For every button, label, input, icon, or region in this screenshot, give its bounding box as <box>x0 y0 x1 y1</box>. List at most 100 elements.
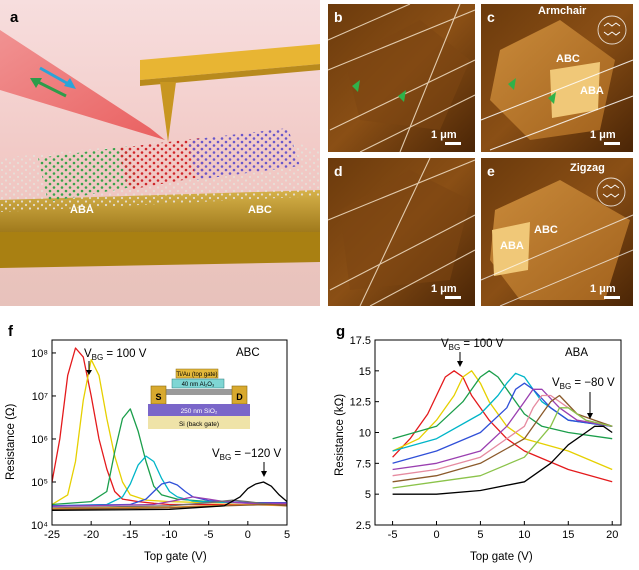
series-line-6 <box>52 496 287 508</box>
x-tick-label: -25 <box>44 529 60 541</box>
y-tick-label: 17.5 <box>350 335 371 347</box>
abc-domain <box>188 128 300 180</box>
zigzag-label: Zigzag <box>570 162 605 174</box>
green-arrow <box>548 92 556 104</box>
abc-label: ABC <box>556 53 580 65</box>
x-tick-label: 0 <box>245 529 251 541</box>
x-tick-label: 5 <box>284 529 290 541</box>
panel-f-series <box>52 347 287 511</box>
y-tick-label: 15 <box>359 366 371 378</box>
domain-wall <box>118 138 206 190</box>
series-line-2 <box>52 358 287 506</box>
series-line-9 <box>392 407 613 489</box>
green-arrow <box>508 78 516 90</box>
aba-label: ABA <box>70 204 94 216</box>
panel-g-label: g <box>336 323 345 340</box>
y-tick-label: 10⁵ <box>31 477 48 489</box>
scale-bar <box>604 296 620 299</box>
y-tick-label: 10⁷ <box>32 391 48 403</box>
panel-d: d 1 μm <box>327 157 476 307</box>
green-arrow <box>352 80 360 92</box>
device-inset: Ti/Au (top gate) 40 nm Al₂O₃ S D 250 nm … <box>148 368 250 429</box>
annotation-vbg-minus120: VBG = −120 V <box>212 448 281 477</box>
svg-text:VBG = 100 V: VBG = 100 V <box>441 338 504 352</box>
aba-label: ABA <box>500 240 524 252</box>
panel-f-title: ABC <box>236 347 260 359</box>
panel-g-xlabel: Top gate (V) <box>470 551 533 563</box>
svg-text:VBG = −80 V: VBG = −80 V <box>552 377 615 391</box>
panel-f-xlabel: Top gate (V) <box>144 551 207 563</box>
panel-c-label: c <box>487 9 495 25</box>
panel-f-axes: -25 -20 -15 -10 -5 0 5 10⁴ 10⁵ 10⁶ 10⁷ 10⁸ <box>31 348 290 541</box>
panel-f-label: f <box>8 323 14 340</box>
series-line-3 <box>392 370 613 440</box>
panel-b-label: b <box>334 9 343 25</box>
panel-d-label: d <box>334 163 343 179</box>
afm-ridges <box>327 3 476 153</box>
scale-bar <box>445 142 461 145</box>
x-tick-label: 0 <box>433 529 439 541</box>
scale-label: 1 μm <box>431 129 457 141</box>
x-tick-label: 20 <box>606 529 618 541</box>
y-tick-label: 10⁴ <box>31 520 48 532</box>
green-arrow <box>398 90 406 102</box>
panel-g-ylabel: Resistance (kΩ) <box>334 394 346 476</box>
substrate-top <box>0 232 320 268</box>
annotation-vbg-minus80: VBG = −80 V <box>552 377 615 419</box>
series-line-9 <box>52 503 287 511</box>
series-line-10 <box>392 425 613 495</box>
panel-c: c Armchair ABC ABA 1 μm <box>480 4 634 152</box>
y-tick-label: 10⁶ <box>31 434 48 446</box>
x-tick-label: -10 <box>162 529 178 541</box>
panel-a: a ABA ABC <box>0 0 320 306</box>
x-tick-label: 15 <box>562 529 574 541</box>
scale-label: 1 μm <box>431 283 457 295</box>
svg-text:Ti/Au (top gate): Ti/Au (top gate) <box>176 372 217 378</box>
panel-g-title: ABA <box>565 347 588 359</box>
afm-tip <box>160 82 176 142</box>
abc-label: ABC <box>534 224 558 236</box>
scale-bar <box>604 142 620 145</box>
series-line-7 <box>392 394 613 477</box>
laser-beam <box>0 30 165 140</box>
scale-label: 1 μm <box>590 129 616 141</box>
panel-e: e Zigzag ABC ABA 1 μm <box>480 158 634 307</box>
oxide-layer <box>148 404 250 416</box>
graphene-layer <box>160 389 238 395</box>
afm-cantilever <box>140 44 320 80</box>
panel-g-series <box>392 370 613 495</box>
ald-layer <box>171 378 225 389</box>
incident-arrow <box>39 66 76 89</box>
aba-label: ABA <box>580 85 604 97</box>
armchair-lattice-icon <box>597 15 627 45</box>
x-tick-label: 10 <box>518 529 530 541</box>
svg-text:S: S <box>155 392 161 402</box>
series-line-6 <box>392 388 613 471</box>
back-gate-layer <box>148 416 250 429</box>
panel-f-frame <box>51 339 288 526</box>
series-line-5 <box>392 382 613 464</box>
svg-text:250 nm SiO₂: 250 nm SiO₂ <box>181 408 218 415</box>
aba-region <box>550 62 600 118</box>
annotation-vbg-100: VBG = 100 V <box>441 338 504 367</box>
aba-domain <box>38 146 138 202</box>
svg-text:D: D <box>236 392 243 402</box>
series-line-5 <box>52 481 287 507</box>
series-line-4 <box>52 455 287 507</box>
y-tick-label: 10⁸ <box>31 348 48 360</box>
scale-bar <box>445 296 461 299</box>
zigzag-lattice-icon <box>596 177 626 207</box>
y-tick-label: 12.5 <box>350 397 371 409</box>
y-tick-label: 7.5 <box>356 458 371 470</box>
abc-label: ABC <box>248 204 272 216</box>
series-line-8 <box>392 394 613 483</box>
svg-text:VBG = 100 V: VBG = 100 V <box>84 348 147 362</box>
x-tick-label: -15 <box>122 529 138 541</box>
afm-ridges <box>327 157 476 307</box>
annotation-vbg-100: VBG = 100 V <box>84 348 147 375</box>
y-tick-label: 5 <box>365 489 371 501</box>
y-tick-label: 2.5 <box>356 520 371 532</box>
x-tick-label: 5 <box>477 529 483 541</box>
panel-g-axes: -5 0 5 10 15 20 2.5 5 7.5 10 12.5 15 17.5 <box>350 335 619 541</box>
